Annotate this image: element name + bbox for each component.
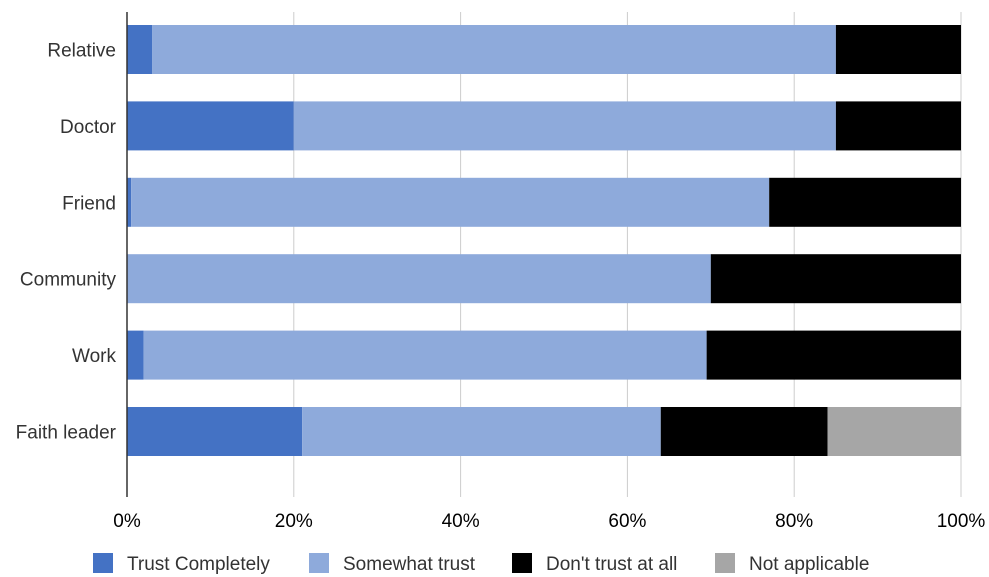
bars [127,25,961,456]
bar-segment [131,177,770,227]
bar-segment [706,330,961,380]
x-tick-label: 100% [937,511,986,532]
legend-label: Somewhat trust [343,554,476,575]
x-tick-label: 60% [608,511,646,532]
bar-segment [835,25,961,74]
legend-label: Not applicable [749,554,869,575]
legend-label: Don't trust at all [546,554,677,575]
x-tick-label: 40% [442,511,480,532]
bar-segment [827,407,961,456]
x-tick-label: 20% [275,511,313,532]
bar-segment [835,101,961,151]
legend-swatch [512,553,532,573]
legend: Trust Completely Somewhat trust Don't trus… [93,553,869,575]
category-labels: Relative Doctor Friend Community Work Faith l… [16,41,117,444]
legend-label: Trust Completely [127,554,270,575]
bar-segment [127,407,303,456]
category-label: Faith leader [16,423,117,444]
category-label: Community [20,270,117,291]
bar-segment [143,330,707,380]
bar-segment [127,101,294,151]
bar-segment [293,101,836,151]
legend-swatch [309,553,329,573]
x-tick-label: 0% [113,511,141,532]
bar-segment [710,254,961,304]
bar-segment [127,254,711,304]
legend-swatch [715,553,735,573]
category-label: Relative [47,41,116,62]
bar-segment [127,330,144,380]
bar-segment [769,177,961,227]
bar-segment [152,25,836,74]
x-tick-label: 80% [775,511,813,532]
category-label: Doctor [60,117,117,138]
bar-segment [302,407,661,456]
bar-segment [127,177,132,227]
bar-segment [127,25,153,74]
bar-segment [660,407,828,456]
x-tick-labels: 0% 20% 40% 60% 80% 100% [113,511,985,532]
legend-swatch [93,553,113,573]
category-label: Friend [62,193,116,214]
category-label: Work [72,346,116,367]
